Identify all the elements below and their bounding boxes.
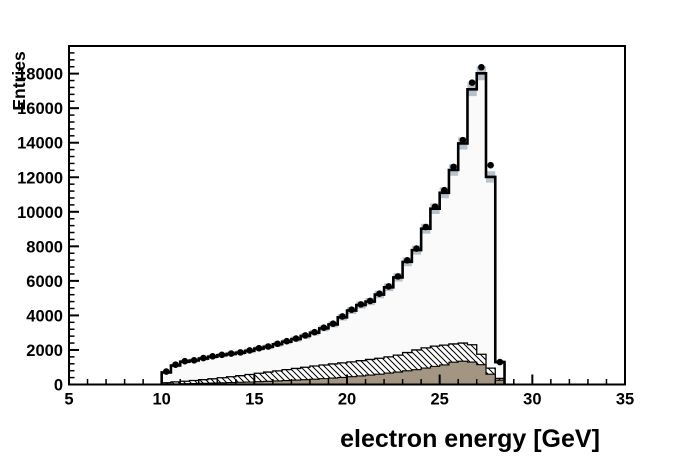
- data-marker: [450, 163, 457, 171]
- x-tick-label: 5: [64, 391, 73, 409]
- data-marker: [227, 350, 235, 357]
- data-marker: [339, 313, 346, 320]
- data-marker: [468, 79, 476, 86]
- data-marker: [218, 351, 226, 359]
- y-tick-label: 4000: [26, 307, 63, 325]
- data-marker: [385, 283, 393, 290]
- x-tick-label: 15: [245, 391, 263, 409]
- data-marker: [394, 273, 402, 280]
- data-marker: [209, 353, 216, 360]
- data-marker: [283, 337, 291, 345]
- data-marker: [357, 301, 365, 308]
- data-marker: [163, 368, 170, 375]
- data-marker: [329, 320, 337, 328]
- data-marker: [366, 297, 374, 305]
- data-marker: [320, 324, 328, 331]
- data-marker: [292, 335, 300, 342]
- data-marker: [422, 223, 430, 231]
- data-marker: [496, 358, 504, 366]
- data-marker: [181, 357, 189, 365]
- y-tick-label: 8000: [26, 238, 63, 256]
- x-tick-label: 25: [430, 391, 448, 409]
- y-tick-label: 12000: [17, 169, 63, 187]
- y-tick-label: 2000: [26, 342, 63, 360]
- main-histogram-fill: [161, 73, 505, 385]
- data-marker: [246, 347, 253, 354]
- data-marker: [172, 361, 179, 368]
- data-marker: [190, 357, 198, 364]
- y-axis-title: Entries: [9, 51, 29, 111]
- data-marker: [264, 343, 272, 350]
- data-marker: [237, 349, 244, 356]
- data-marker: [311, 328, 318, 336]
- data-marker: [302, 332, 309, 339]
- data-marker: [274, 340, 281, 348]
- y-tick-label: 6000: [26, 273, 63, 291]
- y-tick-label: 18000: [17, 66, 63, 84]
- data-marker: [200, 354, 207, 362]
- y-tick-label: 0: [54, 377, 63, 395]
- data-marker: [403, 257, 411, 264]
- y-tick-label: 14000: [17, 135, 63, 153]
- x-tick-label: 20: [338, 391, 356, 409]
- data-marker: [431, 203, 439, 210]
- data-marker: [376, 290, 383, 297]
- data-marker: [459, 136, 467, 144]
- x-axis-title: electron energy [GeV]: [340, 425, 600, 453]
- data-marker: [478, 63, 485, 71]
- data-marker: [413, 245, 420, 252]
- data-marker: [255, 344, 263, 352]
- plot-frame: [68, 45, 626, 386]
- data-marker: [487, 161, 494, 169]
- x-tick-label: 35: [616, 391, 634, 409]
- data-marker: [441, 186, 448, 194]
- y-tick-label: 16000: [17, 100, 63, 118]
- data-marker: [348, 306, 355, 314]
- y-tick-label: 10000: [17, 204, 63, 222]
- x-tick-label: 30: [523, 391, 541, 409]
- x-tick-label: 10: [152, 391, 170, 409]
- plot-area: 0 2000 4000 6000 8000 10000 12000 14000 16000 180…: [17, 45, 634, 409]
